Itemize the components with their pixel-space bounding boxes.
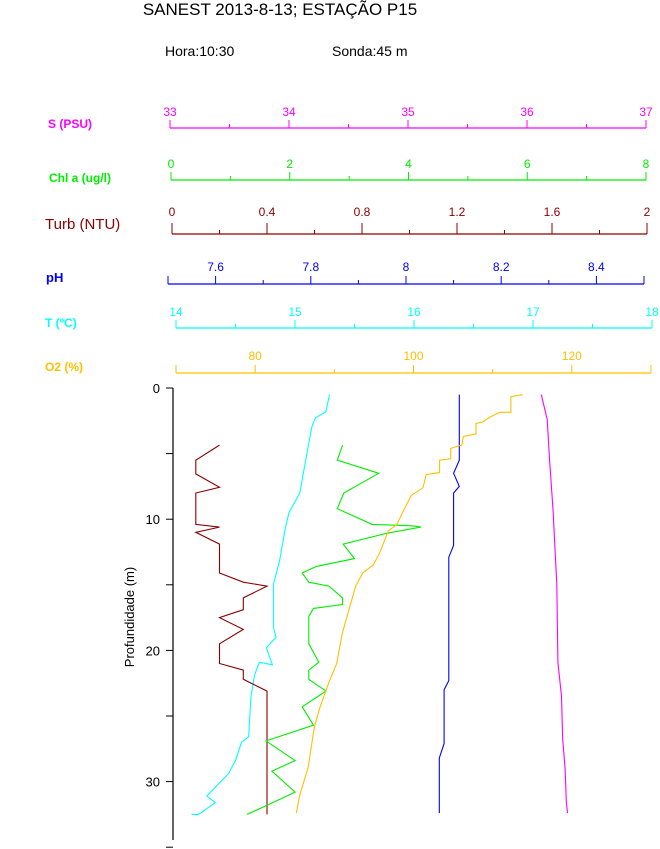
profile-line-t	[191, 394, 331, 815]
depth-tick-label: 30	[146, 775, 160, 790]
tick-label: 8.4	[588, 260, 605, 274]
tick-label: 2	[286, 157, 293, 171]
axis-name-turb: Turb (NTU)	[45, 216, 120, 233]
tick-label: 100	[403, 349, 423, 363]
profile-line-o2	[295, 394, 523, 814]
chart-title: SANEST 2013-8-13; ESTAÇÃO P15	[142, 0, 418, 19]
profile-line-turb	[194, 444, 269, 815]
tick-label: 16	[407, 305, 421, 319]
axis-t: 14 15 16 17 18 T (ºC)	[45, 305, 659, 330]
profile-line-s	[540, 394, 569, 814]
tick-label: 4	[405, 157, 412, 171]
depth-tick-label: 0	[153, 381, 160, 396]
axis-chl: 0 2 4 6 8 Chl a (ug/l)	[49, 157, 650, 185]
axis-o2: 80 100 120 O2 (%)	[45, 349, 652, 374]
tick-label: 14	[169, 305, 183, 319]
tick-label: 6	[524, 157, 531, 171]
tick-label: 36	[520, 105, 534, 119]
tick-label: 80	[248, 349, 262, 363]
axis-name-t: T (ºC)	[45, 316, 77, 330]
tick-label: 33	[163, 105, 177, 119]
profile-line-chl	[246, 444, 422, 815]
axis-s: 33 34 35 36 37 S (PSU)	[48, 105, 653, 131]
depth-axis-label: Profundidade (m)	[122, 567, 137, 667]
tick-label: 0.8	[354, 205, 371, 219]
probe-depth-label: Sonda:45 m	[332, 43, 408, 59]
tick-label: 120	[562, 349, 582, 363]
tick-label: 0	[168, 157, 175, 171]
tick-label: 15	[288, 305, 302, 319]
tick-label: 8	[643, 157, 650, 171]
axis-name-chl: Chl a (ug/l)	[49, 171, 111, 185]
tick-label: 1.2	[449, 205, 466, 219]
tick-label: 1.6	[544, 205, 561, 219]
depth-tick-label: 10	[146, 512, 160, 527]
tick-label: 8.2	[493, 260, 510, 274]
depth-tick-label: 20	[146, 643, 160, 658]
tick-label: 2	[644, 205, 651, 219]
tick-label: 18	[645, 305, 659, 319]
tick-label: 37	[639, 105, 653, 119]
axis-ph: 7.6 7.8 8 8.2 8.4 pH	[46, 260, 645, 285]
axis-name-o2: O2 (%)	[45, 360, 83, 374]
tick-label: 7.6	[207, 260, 224, 274]
tick-label: 35	[401, 105, 415, 119]
tick-label: 0.4	[259, 205, 276, 219]
axis-turb: 0 0.4 0.8 1.2 1.6 2 Turb (NTU)	[45, 205, 651, 235]
tick-label: 8	[403, 260, 410, 274]
tick-label: 17	[526, 305, 540, 319]
axis-name-s: S (PSU)	[48, 117, 92, 131]
axis-name-ph: pH	[46, 270, 63, 285]
tick-label: 0	[169, 205, 176, 219]
tick-label: 34	[282, 105, 296, 119]
tick-label: 7.8	[302, 260, 319, 274]
depth-axis: 0 10 20 30 Profundidade (m)	[122, 381, 174, 848]
time-label: Hora:10:30	[165, 43, 235, 59]
profile-line-ph	[438, 394, 460, 814]
